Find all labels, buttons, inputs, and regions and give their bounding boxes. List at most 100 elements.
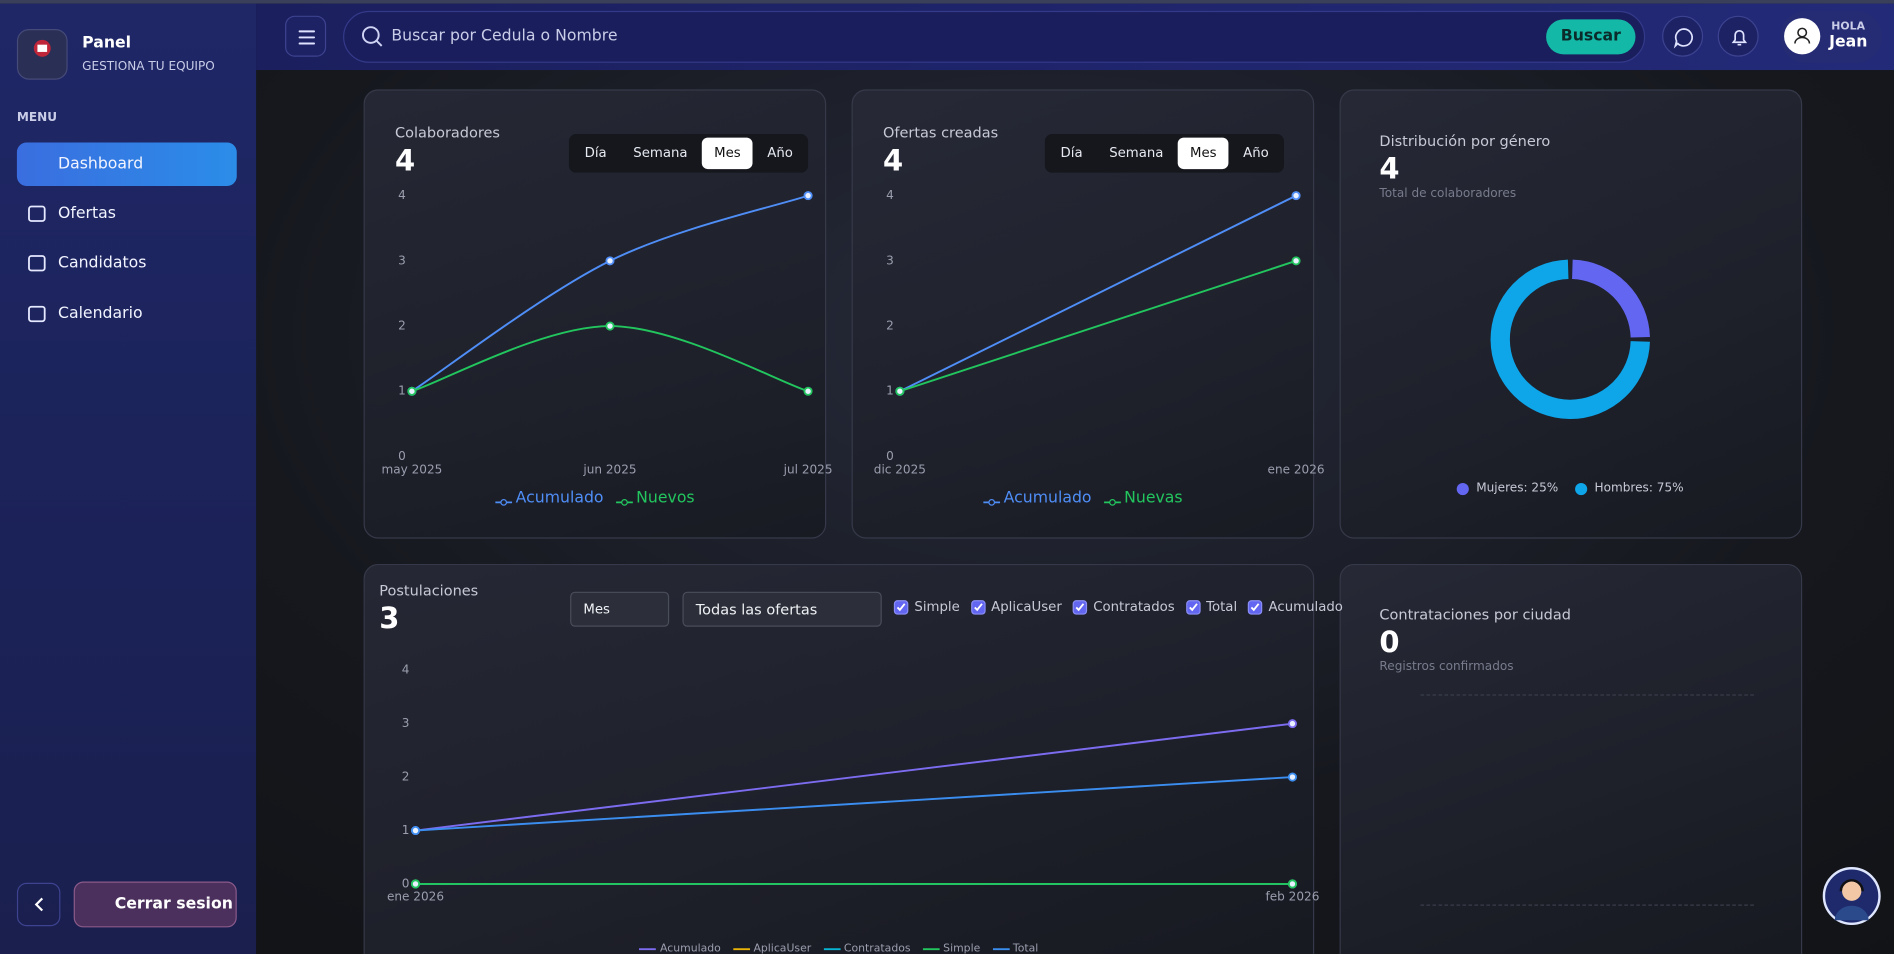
legend-marker xyxy=(983,493,1001,506)
menu-icon xyxy=(28,305,46,323)
period-button[interactable]: Año xyxy=(1243,144,1269,161)
series-line xyxy=(415,722,1293,832)
legend-marker xyxy=(495,493,513,506)
legend-swatch xyxy=(1103,498,1121,506)
card-total: 4 xyxy=(394,143,416,178)
check xyxy=(973,602,983,611)
support-icon xyxy=(1834,879,1869,921)
select[interactable]: Todas las ofertas xyxy=(682,591,882,627)
legend-label: Nuevas xyxy=(1124,489,1183,508)
point xyxy=(410,879,421,889)
tagline: GESTIONA TU EQUIPO xyxy=(82,60,215,74)
support-button[interactable] xyxy=(1822,867,1881,926)
period-button[interactable]: Mes xyxy=(1177,137,1229,170)
series-line xyxy=(899,194,1297,393)
legend-swatch xyxy=(922,948,940,951)
dashed-line xyxy=(1420,694,1754,696)
chat-button[interactable] xyxy=(1662,15,1704,57)
select-label: Todas las ofertas xyxy=(695,601,818,619)
logout-button[interactable] xyxy=(73,881,237,928)
logout-label: Cerrar sesion xyxy=(114,895,233,914)
filter[interactable]: AplicaUser xyxy=(970,599,1062,615)
check xyxy=(896,602,906,611)
checkbox xyxy=(893,599,909,615)
card-subtitle: Registros confirmados xyxy=(1379,660,1514,674)
legend: Mujeres: 25% Hombres: 75% xyxy=(1425,482,1715,495)
select[interactable]: Mes xyxy=(570,591,670,627)
search-bar[interactable] xyxy=(343,10,1646,63)
search-button[interactable] xyxy=(1546,19,1636,55)
search-button-label: Buscar xyxy=(1560,27,1621,46)
menu-icon xyxy=(28,205,46,222)
chat-icon xyxy=(1673,28,1693,49)
y-tick-label: 4 xyxy=(886,188,894,202)
series-line xyxy=(899,259,1297,393)
legend-marker xyxy=(992,944,1010,954)
legend: Acumulado Nuevos xyxy=(364,489,827,507)
card-total: 4 xyxy=(882,143,904,178)
point xyxy=(803,191,813,201)
menu-item[interactable] xyxy=(17,192,237,235)
point xyxy=(1291,256,1301,266)
point xyxy=(1287,879,1297,889)
legend-item: Hombres: 75% xyxy=(1575,482,1684,495)
point xyxy=(605,256,615,266)
filter[interactable]: Acumulado xyxy=(1248,599,1343,615)
legend-item: Contratados xyxy=(823,943,911,954)
legend-marker xyxy=(615,493,633,506)
checkbox xyxy=(1248,599,1263,615)
legend-item: Acumulado xyxy=(639,943,721,954)
card-total: 4 xyxy=(1379,152,1400,186)
x-tick-label: feb 2026 xyxy=(1266,890,1320,904)
filter[interactable]: Contratados xyxy=(1072,599,1175,615)
point xyxy=(1291,191,1301,201)
menu-icon xyxy=(298,30,316,45)
legend: Acumulado Nuevas xyxy=(852,489,1315,507)
legend-marker xyxy=(823,944,841,954)
filter-label: Acumulado xyxy=(1268,598,1343,615)
legend-item: Acumulado xyxy=(495,489,604,507)
menu-item[interactable] xyxy=(16,142,237,186)
period-button[interactable]: Semana xyxy=(1109,144,1164,161)
legend-item: Total xyxy=(992,943,1038,954)
menu-button[interactable] xyxy=(285,15,327,57)
y-tick-label: 3 xyxy=(886,253,894,267)
card-genero xyxy=(1339,89,1803,539)
chevron-icon xyxy=(34,897,44,912)
legend-swatch xyxy=(615,498,633,506)
period-button[interactable]: Semana xyxy=(633,144,688,161)
collapse-button[interactable] xyxy=(16,882,61,927)
legend-marker xyxy=(1103,493,1121,506)
legend-swatch xyxy=(992,948,1010,951)
y-tick-label: 2 xyxy=(402,770,410,784)
legend-item: AplicaUser xyxy=(732,943,811,954)
period-button[interactable]: Mes xyxy=(702,137,753,170)
legend-label: Simple xyxy=(943,943,981,954)
legend-marker xyxy=(639,944,657,954)
avatar xyxy=(1784,18,1821,55)
menu-label: Calendario xyxy=(57,304,143,324)
bell-button[interactable] xyxy=(1717,15,1759,57)
legend-item: Nuevos xyxy=(615,489,695,507)
bell-icon xyxy=(1731,29,1748,46)
series-line xyxy=(411,194,809,393)
card-title: Distribución por género xyxy=(1379,132,1551,150)
user-pill[interactable] xyxy=(1780,10,1882,63)
point xyxy=(895,386,905,396)
period-button[interactable]: Año xyxy=(767,144,793,161)
card-title: Postulaciones xyxy=(379,582,479,599)
filter[interactable]: Total xyxy=(1185,599,1237,615)
filters: Simple AplicaUser Contratados Total Acumulad… xyxy=(893,599,1343,615)
y-tick-label: 4 xyxy=(402,663,410,677)
point xyxy=(1287,719,1297,729)
period-button[interactable]: Día xyxy=(1060,144,1083,161)
filter[interactable]: Simple xyxy=(893,599,960,615)
y-tick-label: 0 xyxy=(886,449,894,463)
donut-slice xyxy=(1490,259,1650,419)
legend-marker xyxy=(732,944,750,954)
top-edge xyxy=(0,0,1894,4)
checkbox xyxy=(1072,599,1088,615)
menu-label: Ofertas xyxy=(57,204,116,223)
period-button[interactable]: Día xyxy=(584,144,607,161)
